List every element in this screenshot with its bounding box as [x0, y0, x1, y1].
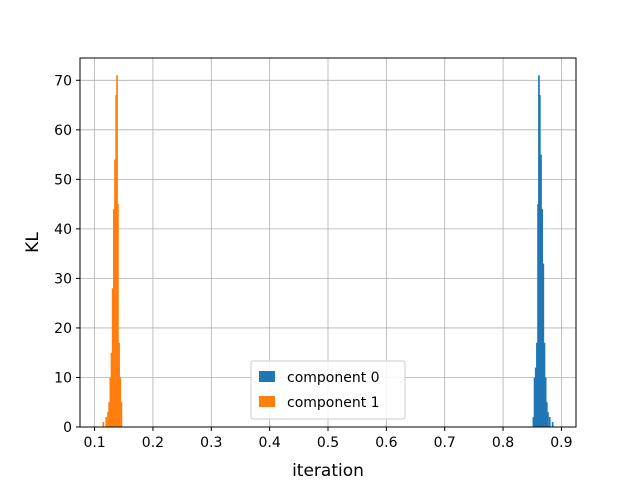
histogram-bar-component-0 — [536, 342, 538, 427]
y-tick-label: 70 — [54, 73, 72, 89]
histogram-bar-component-0 — [543, 342, 546, 427]
histogram-bar-component-1 — [110, 352, 113, 427]
legend-swatch-component-0 — [259, 371, 275, 382]
histogram-bar-component-1 — [102, 422, 105, 427]
legend-label-component-1: component 1 — [287, 395, 380, 411]
legend-box — [250, 360, 406, 420]
y-tick-label: 60 — [54, 123, 72, 139]
histogram-bar-component-1 — [107, 412, 109, 427]
histogram-bar-component-1 — [115, 95, 118, 428]
histogram-bar-component-1 — [120, 402, 123, 427]
y-axis-label: KL — [23, 232, 43, 253]
histogram-bar-component-0 — [533, 377, 536, 427]
y-tick-label: 20 — [54, 321, 72, 337]
x-tick-label: 0.6 — [375, 435, 397, 451]
histogram-bar-component-1 — [118, 342, 120, 427]
histogram-bar-component-1 — [109, 377, 112, 427]
legend-label-component-0: component 0 — [287, 370, 380, 386]
x-tick-label: 0.3 — [200, 435, 222, 451]
y-tick-label: 50 — [54, 172, 72, 188]
x-axis-label: iteration — [292, 461, 364, 480]
histogram-bar-component-0 — [540, 154, 542, 427]
histogram-bar-component-1 — [105, 417, 108, 427]
histogram-bar-component-1 — [111, 288, 114, 427]
x-tick-label: 0.9 — [550, 435, 572, 451]
x-tick-label: 0.1 — [83, 435, 105, 451]
histogram-bar-component-0 — [534, 367, 537, 427]
histogram-bar-component-0 — [544, 377, 547, 427]
histogram-bar-component-0 — [538, 75, 540, 427]
x-tick-label: 0.8 — [492, 435, 514, 451]
y-tick-label: 0 — [63, 420, 72, 436]
x-tick-label: 0.4 — [259, 435, 281, 451]
histogram-bar-component-0 — [547, 412, 549, 427]
histogram-bar-component-0 — [542, 263, 545, 427]
histogram-bar-component-1 — [112, 209, 115, 427]
x-tick-label: 0.5 — [317, 435, 339, 451]
histogram-bar-component-0 — [538, 95, 541, 428]
bars-layer — [102, 75, 554, 428]
x-tick-label: 0.7 — [434, 435, 456, 451]
histogram-bar-component-1 — [117, 204, 119, 427]
legend-swatch-component-1 — [259, 396, 275, 407]
histogram-bar-component-0 — [532, 417, 535, 427]
histogram-bar-component-0 — [545, 402, 548, 427]
histogram-bar-component-0 — [537, 204, 539, 427]
y-tick-label: 30 — [54, 271, 72, 287]
x-tick-label: 0.2 — [142, 435, 164, 451]
histogram-bar-component-1 — [116, 75, 118, 427]
y-tick-label: 10 — [54, 370, 72, 386]
histogram-bar-component-1 — [114, 159, 116, 428]
histogram-bar-component-1 — [108, 402, 111, 427]
legend: component 0 component 1 — [250, 360, 406, 420]
histogram-bar-component-0 — [548, 417, 551, 427]
ticks-layer: 0.1 0.2 0.3 0.4 0.5 0.6 0.7 0.8 0.9 0 10 20 30 40 50 60… — [54, 73, 572, 451]
y-tick-label: 40 — [54, 222, 72, 238]
histogram-bar-component-0 — [551, 422, 554, 427]
histogram-bar-component-0 — [541, 209, 544, 427]
histogram-bar-component-1 — [119, 377, 122, 427]
grid-layer — [80, 58, 576, 428]
